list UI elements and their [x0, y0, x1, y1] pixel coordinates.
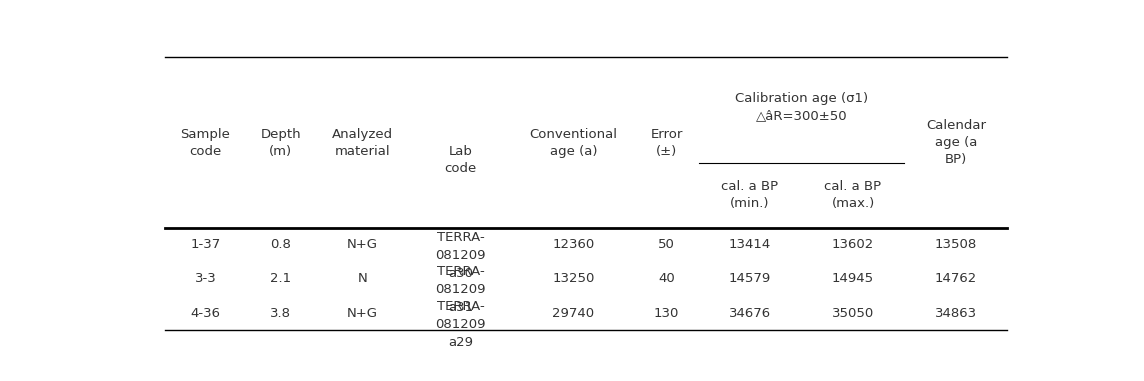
Text: cal. a BP
(min.): cal. a BP (min.)	[722, 180, 779, 210]
Text: 13414: 13414	[729, 238, 771, 251]
Text: 0.8: 0.8	[270, 238, 292, 251]
Text: 13602: 13602	[832, 238, 874, 251]
Text: Calendar
age (a
BP): Calendar age (a BP)	[925, 119, 986, 166]
Text: N+G: N+G	[348, 307, 379, 320]
Text: N: N	[358, 272, 367, 285]
Text: Calibration age (σ1)
△âR=300±50: Calibration age (σ1) △âR=300±50	[734, 92, 868, 122]
Text: Error
(±): Error (±)	[651, 128, 683, 157]
Text: N+G: N+G	[348, 238, 379, 251]
Text: 34676: 34676	[729, 307, 771, 320]
Text: 13508: 13508	[935, 238, 977, 251]
Text: 29740: 29740	[553, 307, 595, 320]
Text: Lab
code: Lab code	[445, 145, 477, 175]
Text: cal. a BP
(max.): cal. a BP (max.)	[825, 180, 882, 210]
Text: TERRA-
081209
a30: TERRA- 081209 a30	[436, 231, 486, 280]
Text: Analyzed
material: Analyzed material	[332, 128, 394, 157]
Text: 4-36: 4-36	[190, 307, 221, 320]
Text: 14762: 14762	[935, 272, 977, 285]
Text: Sample
code: Sample code	[181, 128, 230, 157]
Text: 1-37: 1-37	[190, 238, 221, 251]
Text: 35050: 35050	[832, 307, 874, 320]
Text: Depth
(m): Depth (m)	[261, 128, 301, 157]
Text: TERRA-
081209
a29: TERRA- 081209 a29	[436, 299, 486, 349]
Text: 34863: 34863	[935, 307, 977, 320]
Text: TERRA-
081209
a31: TERRA- 081209 a31	[436, 265, 486, 314]
Text: Conventional
age (a): Conventional age (a)	[530, 128, 618, 157]
Text: 14945: 14945	[832, 272, 874, 285]
Text: 14579: 14579	[729, 272, 771, 285]
Text: 2.1: 2.1	[270, 272, 292, 285]
Text: 12360: 12360	[553, 238, 595, 251]
Text: 50: 50	[658, 238, 675, 251]
Text: 13250: 13250	[553, 272, 595, 285]
Text: 40: 40	[658, 272, 675, 285]
Text: 3-3: 3-3	[194, 272, 216, 285]
Text: 3.8: 3.8	[270, 307, 292, 320]
Text: 130: 130	[654, 307, 680, 320]
